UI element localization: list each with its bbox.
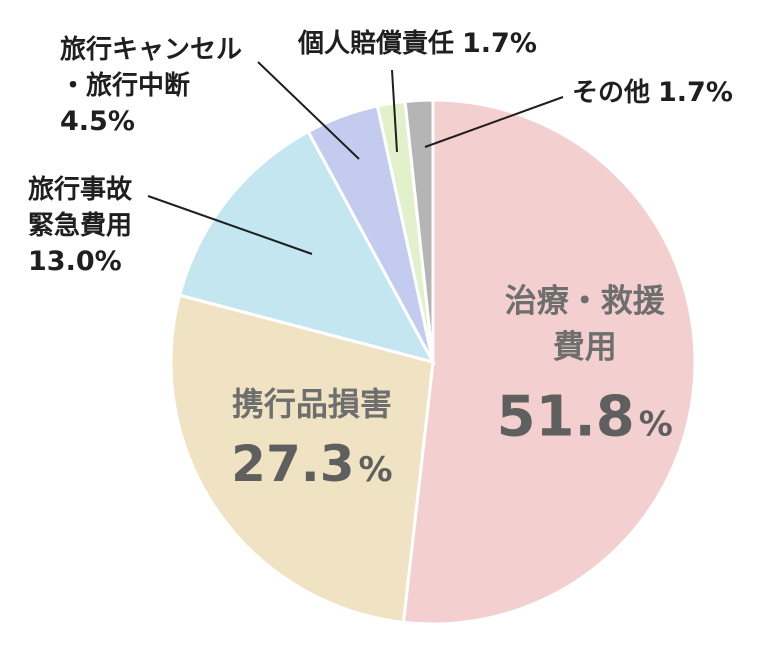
leader-line <box>391 69 398 153</box>
slice-label: 携行品損害 <box>232 385 392 423</box>
slice-label: 治療・救援 <box>505 282 666 320</box>
leader-line <box>147 195 313 255</box>
slices-layer <box>169 98 697 626</box>
slice-value-label: 4.5% <box>60 106 135 137</box>
slice-label: 費用 <box>553 328 617 366</box>
pie-slice <box>401 98 697 626</box>
slice-label: 緊急費用 <box>28 211 132 241</box>
slice-label: ・旅行中断 <box>60 70 190 101</box>
slice-label: その他 1.7% <box>572 77 733 108</box>
pie-slice <box>177 129 436 365</box>
slice-label: 旅行キャンセル <box>60 34 242 65</box>
pie-slice <box>403 98 435 363</box>
leader-line <box>424 96 564 148</box>
pie-slice <box>169 293 435 624</box>
leader-lines-layer <box>147 61 564 255</box>
slice-value-label: 13.0% <box>28 246 122 277</box>
slice-label: 旅行事故 <box>28 174 132 205</box>
leader-line <box>257 61 360 160</box>
slice-value-label: 27.3% <box>231 435 392 493</box>
slice-label: 個人賠償責任 1.7% <box>297 28 537 59</box>
slice-value-label: 51.8% <box>497 385 673 450</box>
